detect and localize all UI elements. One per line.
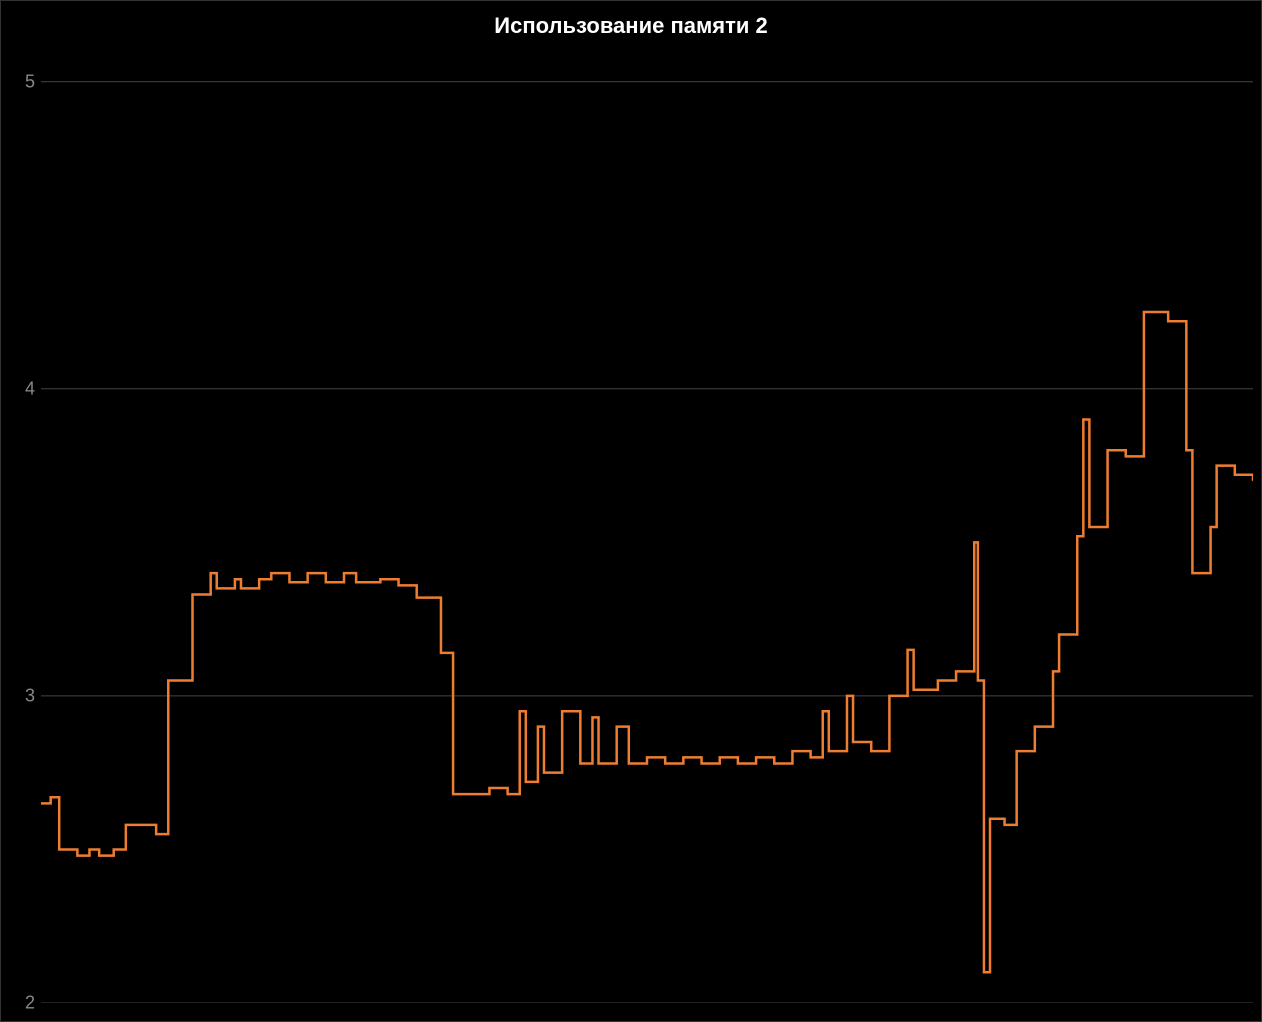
memory-usage-chart: Использование памяти 2 2 3 4 5 <box>0 0 1262 1022</box>
plot-area <box>41 51 1251 1001</box>
y-axis-label: 2 <box>5 993 35 1014</box>
memory-series-line <box>41 312 1253 972</box>
y-axis-label: 5 <box>5 71 35 92</box>
chart-svg <box>41 51 1253 1003</box>
y-axis-label: 4 <box>5 378 35 399</box>
chart-title: Использование памяти 2 <box>1 13 1261 39</box>
y-axis-label: 3 <box>5 685 35 706</box>
